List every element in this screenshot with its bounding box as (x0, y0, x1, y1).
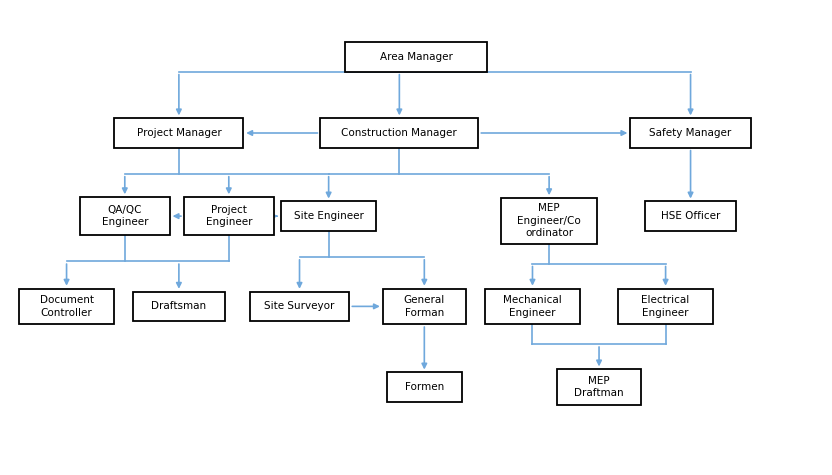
FancyBboxPatch shape (281, 201, 377, 231)
Text: Project
Engineer: Project Engineer (206, 205, 252, 228)
FancyBboxPatch shape (18, 288, 115, 324)
FancyBboxPatch shape (320, 118, 478, 148)
FancyBboxPatch shape (617, 288, 714, 324)
Text: MEP
Draftman: MEP Draftman (574, 376, 624, 399)
FancyBboxPatch shape (345, 42, 487, 72)
Text: Construction Manager: Construction Manager (341, 128, 458, 138)
Text: Safety Manager: Safety Manager (650, 128, 731, 138)
FancyBboxPatch shape (484, 288, 581, 324)
Text: Formen: Formen (404, 382, 444, 392)
FancyBboxPatch shape (133, 292, 225, 321)
Text: HSE Officer: HSE Officer (661, 211, 721, 221)
FancyBboxPatch shape (184, 197, 274, 235)
Text: Document
Controller: Document Controller (40, 295, 93, 318)
FancyBboxPatch shape (387, 372, 462, 402)
Text: Mechanical
Engineer: Mechanical Engineer (503, 295, 562, 318)
Text: Site Surveyor: Site Surveyor (265, 301, 334, 312)
Text: Area Manager: Area Manager (379, 52, 453, 62)
FancyBboxPatch shape (250, 292, 349, 321)
FancyBboxPatch shape (631, 118, 751, 148)
FancyBboxPatch shape (80, 197, 170, 235)
Text: Project Manager: Project Manager (136, 128, 221, 138)
FancyBboxPatch shape (501, 198, 597, 244)
Text: Electrical
Engineer: Electrical Engineer (641, 295, 690, 318)
Text: Draftsman: Draftsman (151, 301, 206, 312)
FancyBboxPatch shape (645, 201, 736, 231)
Text: QA/QC
Engineer: QA/QC Engineer (102, 205, 148, 228)
Text: General
Forman: General Forman (404, 295, 445, 318)
FancyBboxPatch shape (383, 288, 466, 324)
FancyBboxPatch shape (557, 370, 641, 405)
Text: MEP
Engineer/Co
ordinator: MEP Engineer/Co ordinator (518, 203, 581, 238)
FancyBboxPatch shape (115, 118, 243, 148)
Text: Site Engineer: Site Engineer (294, 211, 364, 221)
